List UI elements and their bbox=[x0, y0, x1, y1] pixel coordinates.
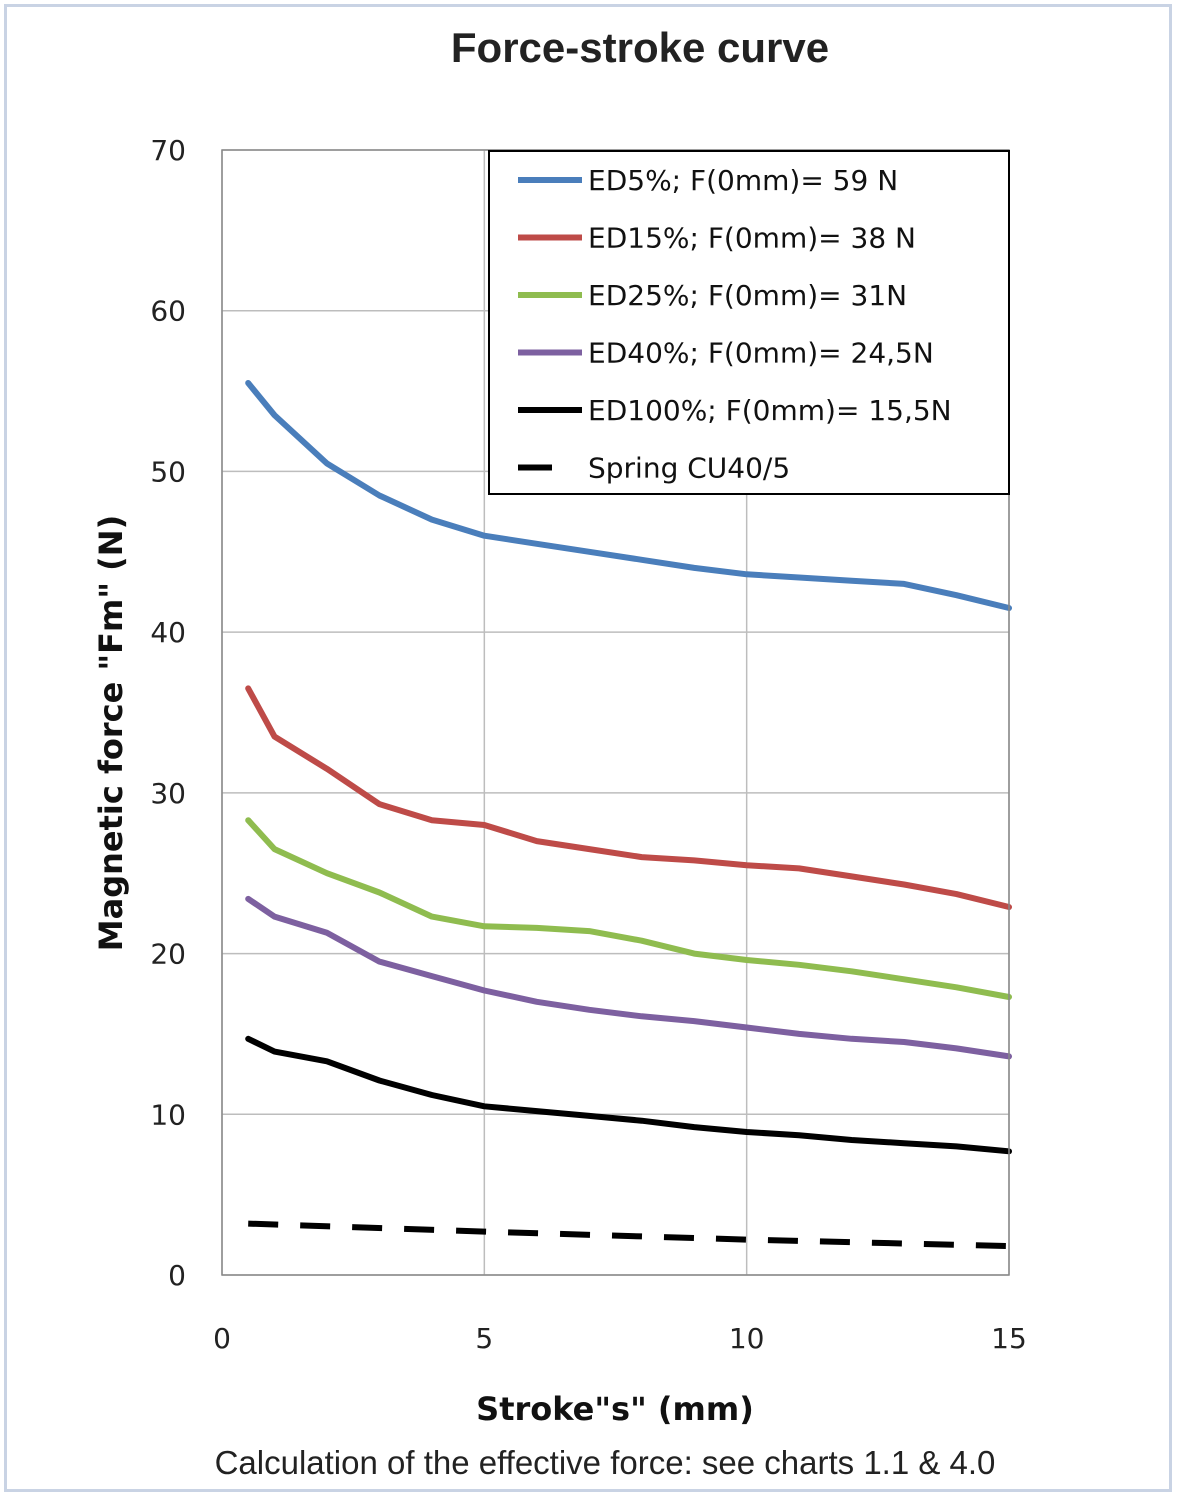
legend-label-2: ED25%; F(0mm)= 31N bbox=[588, 279, 907, 312]
series-line-0 bbox=[245, 380, 1012, 611]
series-line-1 bbox=[245, 685, 1012, 910]
legend-label-4: ED100%; F(0mm)= 15,5N bbox=[588, 394, 952, 427]
series-line-5 bbox=[248, 1220, 1010, 1250]
x-axis-label: Stroke"s" (mm) bbox=[476, 1390, 754, 1428]
x-tick-labels: 0 5 10 15 bbox=[213, 1322, 1027, 1355]
series-line-3 bbox=[245, 895, 1012, 1060]
legend-label-5: Spring CU40/5 bbox=[588, 452, 790, 485]
chart-caption: Calculation of the effective force: see … bbox=[215, 1444, 996, 1481]
y-tick-label: 50 bbox=[150, 455, 186, 488]
y-tick-label: 20 bbox=[150, 938, 186, 971]
y-axis-label: Magnetic force "Fm" (N) bbox=[92, 515, 130, 951]
y-tick-label: 0 bbox=[168, 1259, 186, 1292]
legend-label-0: ED5%; F(0mm)= 59 N bbox=[588, 164, 898, 197]
y-tick-label: 60 bbox=[150, 295, 186, 328]
chart-title: Force-stroke curve bbox=[451, 24, 829, 71]
legend-box bbox=[488, 150, 1010, 495]
series-lines bbox=[245, 380, 1012, 1250]
x-tick-label: 10 bbox=[729, 1322, 765, 1355]
legend-label-1: ED15%; F(0mm)= 38 N bbox=[588, 222, 916, 255]
y-tick-label: 10 bbox=[150, 1098, 186, 1131]
series-line-4 bbox=[245, 1035, 1012, 1155]
y-tick-label: 30 bbox=[150, 777, 186, 810]
legend: ED5%; F(0mm)= 59 N ED15%; F(0mm)= 38 N ED2… bbox=[488, 150, 1010, 495]
x-tick-label: 0 bbox=[213, 1322, 231, 1355]
y-tick-label: 70 bbox=[150, 134, 186, 167]
legend-label-3: ED40%; F(0mm)= 24,5N bbox=[588, 337, 934, 370]
y-tick-labels: 0 10 20 30 40 50 60 70 bbox=[150, 134, 186, 1292]
x-tick-label: 15 bbox=[991, 1322, 1027, 1355]
y-tick-label: 40 bbox=[150, 616, 186, 649]
series-line-2 bbox=[245, 817, 1012, 1000]
x-tick-label: 5 bbox=[475, 1322, 493, 1355]
